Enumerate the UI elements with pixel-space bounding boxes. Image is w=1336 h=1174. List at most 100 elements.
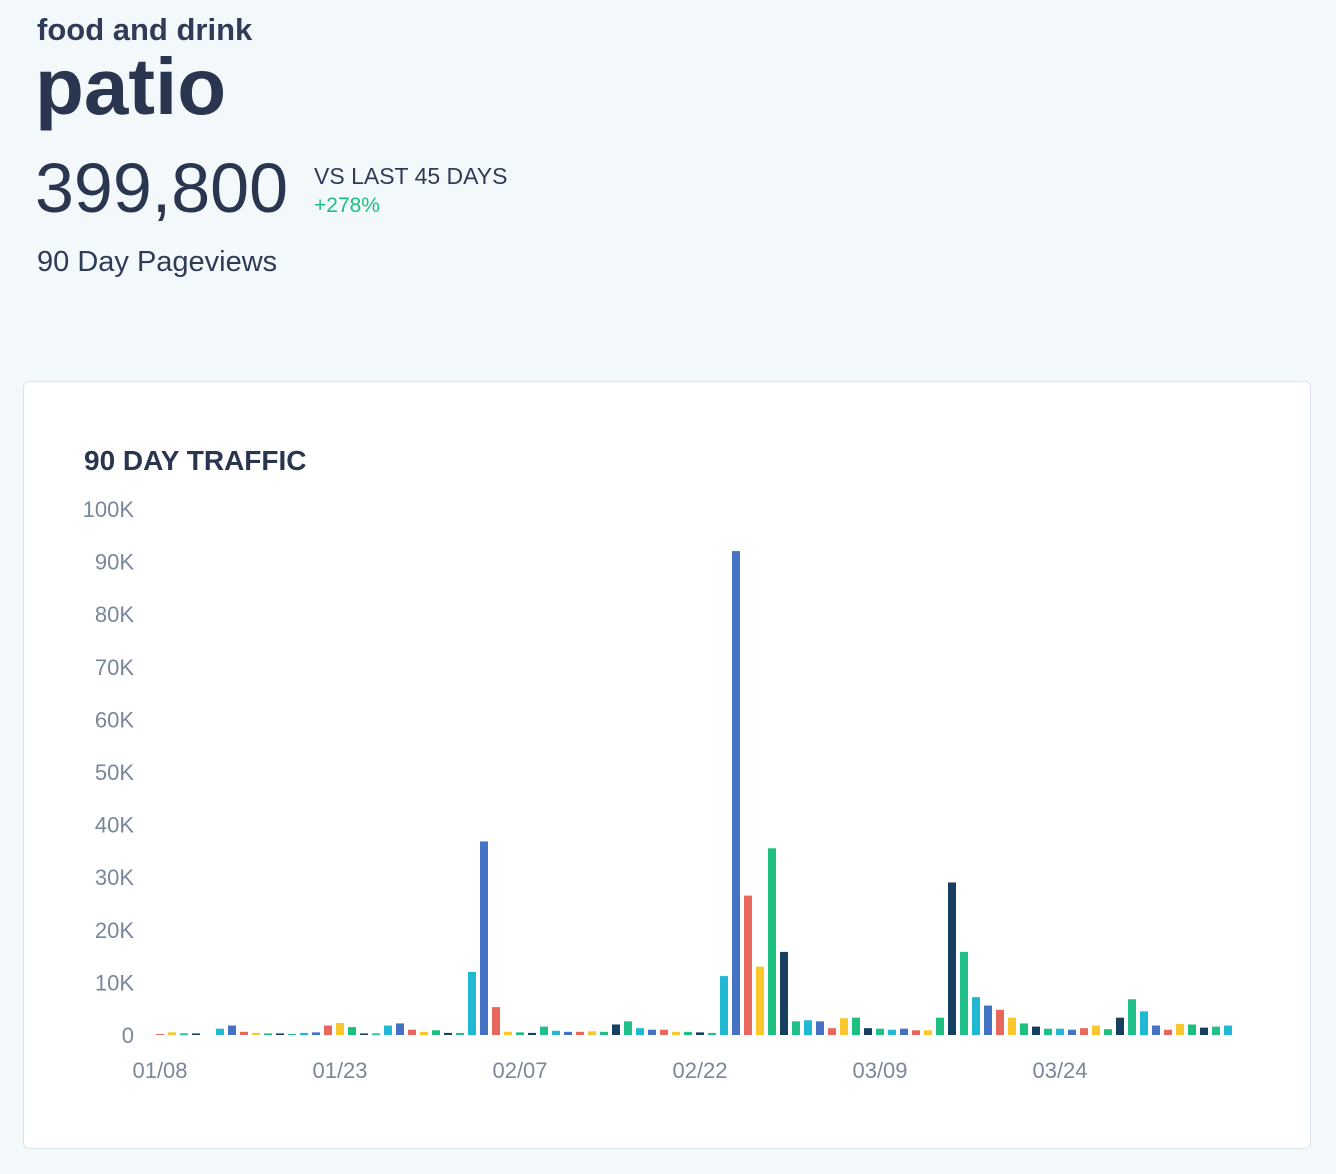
bar [192, 1033, 200, 1035]
bar [492, 1007, 500, 1035]
bar [468, 971, 476, 1035]
bar [1092, 1025, 1100, 1035]
bar [696, 1032, 704, 1035]
bar [312, 1032, 320, 1035]
chart-card [23, 381, 1311, 1149]
bar [684, 1031, 692, 1035]
y-tick-label: 90K [95, 550, 134, 575]
bar [1032, 1026, 1040, 1035]
bar [348, 1027, 356, 1035]
bar [804, 1020, 812, 1035]
bar [1224, 1025, 1232, 1035]
bar [324, 1025, 332, 1035]
bar [240, 1031, 248, 1035]
bar [420, 1031, 428, 1035]
bar [228, 1025, 236, 1035]
y-tick-label: 30K [95, 865, 134, 890]
bar [408, 1029, 416, 1035]
bar [960, 951, 968, 1035]
bar [636, 1028, 644, 1035]
x-tick-label: 03/24 [1032, 1058, 1087, 1083]
bar [300, 1032, 308, 1035]
bar [552, 1030, 560, 1035]
bar [1200, 1027, 1208, 1035]
bar [816, 1021, 824, 1035]
bar [216, 1028, 224, 1035]
change: +278% [314, 194, 380, 217]
bar [276, 1033, 284, 1035]
bar [864, 1028, 872, 1035]
x-tick-label: 01/23 [312, 1058, 367, 1083]
category: food and drink [37, 12, 253, 47]
bar [984, 1005, 992, 1035]
bar [648, 1029, 656, 1035]
bar [624, 1021, 632, 1035]
bar [540, 1026, 548, 1035]
bar [888, 1029, 896, 1035]
bar [432, 1030, 440, 1035]
bar [756, 966, 764, 1035]
bar [1008, 1017, 1016, 1035]
bar [528, 1032, 536, 1035]
bar [372, 1033, 380, 1035]
page-title: patio [35, 42, 226, 131]
y-tick-label: 40K [95, 813, 134, 838]
bar [396, 1023, 404, 1035]
bar [480, 841, 488, 1035]
bar [600, 1031, 608, 1035]
metric-label: 90 Day Pageviews [37, 246, 277, 278]
bar [588, 1031, 596, 1035]
y-tick-label: 80K [95, 602, 134, 627]
bar [924, 1030, 932, 1035]
x-tick-label: 01/08 [132, 1058, 187, 1083]
bar [444, 1032, 452, 1035]
bar [564, 1031, 572, 1035]
bar [1056, 1028, 1064, 1035]
x-tick-label: 02/22 [672, 1058, 727, 1083]
bar [660, 1029, 668, 1035]
bar [1044, 1028, 1052, 1035]
total-pageviews: 399,800 [35, 149, 288, 227]
bar [768, 848, 776, 1035]
bar [336, 1022, 344, 1035]
bar [744, 895, 752, 1035]
bar [840, 1018, 848, 1035]
bar [1080, 1028, 1088, 1035]
y-tick-label: 70K [95, 655, 134, 680]
y-tick-label: 10K [95, 970, 134, 995]
bar [288, 1033, 296, 1035]
bar [972, 997, 980, 1035]
bar [264, 1033, 272, 1035]
bar [168, 1032, 176, 1035]
bar [900, 1028, 908, 1035]
y-tick-label: 0 [122, 1023, 134, 1048]
bar [612, 1024, 620, 1035]
bar [828, 1028, 836, 1035]
comparison-label: VS LAST 45 DAYS [314, 163, 507, 189]
bar [576, 1031, 584, 1035]
y-tick-label: 100K [83, 497, 135, 522]
bar [852, 1017, 860, 1035]
bar [516, 1032, 524, 1035]
bar [360, 1033, 368, 1035]
bar [180, 1033, 188, 1035]
bar [1140, 1011, 1148, 1035]
bar [912, 1030, 920, 1035]
bar [1212, 1026, 1220, 1035]
y-tick-label: 60K [95, 707, 134, 732]
bar [1128, 999, 1136, 1035]
bar [936, 1017, 944, 1035]
bar [1104, 1029, 1112, 1035]
bar [876, 1028, 884, 1035]
bar [456, 1032, 464, 1035]
x-tick-label: 03/09 [852, 1058, 907, 1083]
bar [156, 1033, 164, 1035]
bar [1068, 1029, 1076, 1035]
bar [672, 1031, 680, 1035]
y-tick-label: 50K [95, 760, 134, 785]
bar [252, 1032, 260, 1035]
x-tick-label: 02/07 [492, 1058, 547, 1083]
bar [948, 882, 956, 1035]
